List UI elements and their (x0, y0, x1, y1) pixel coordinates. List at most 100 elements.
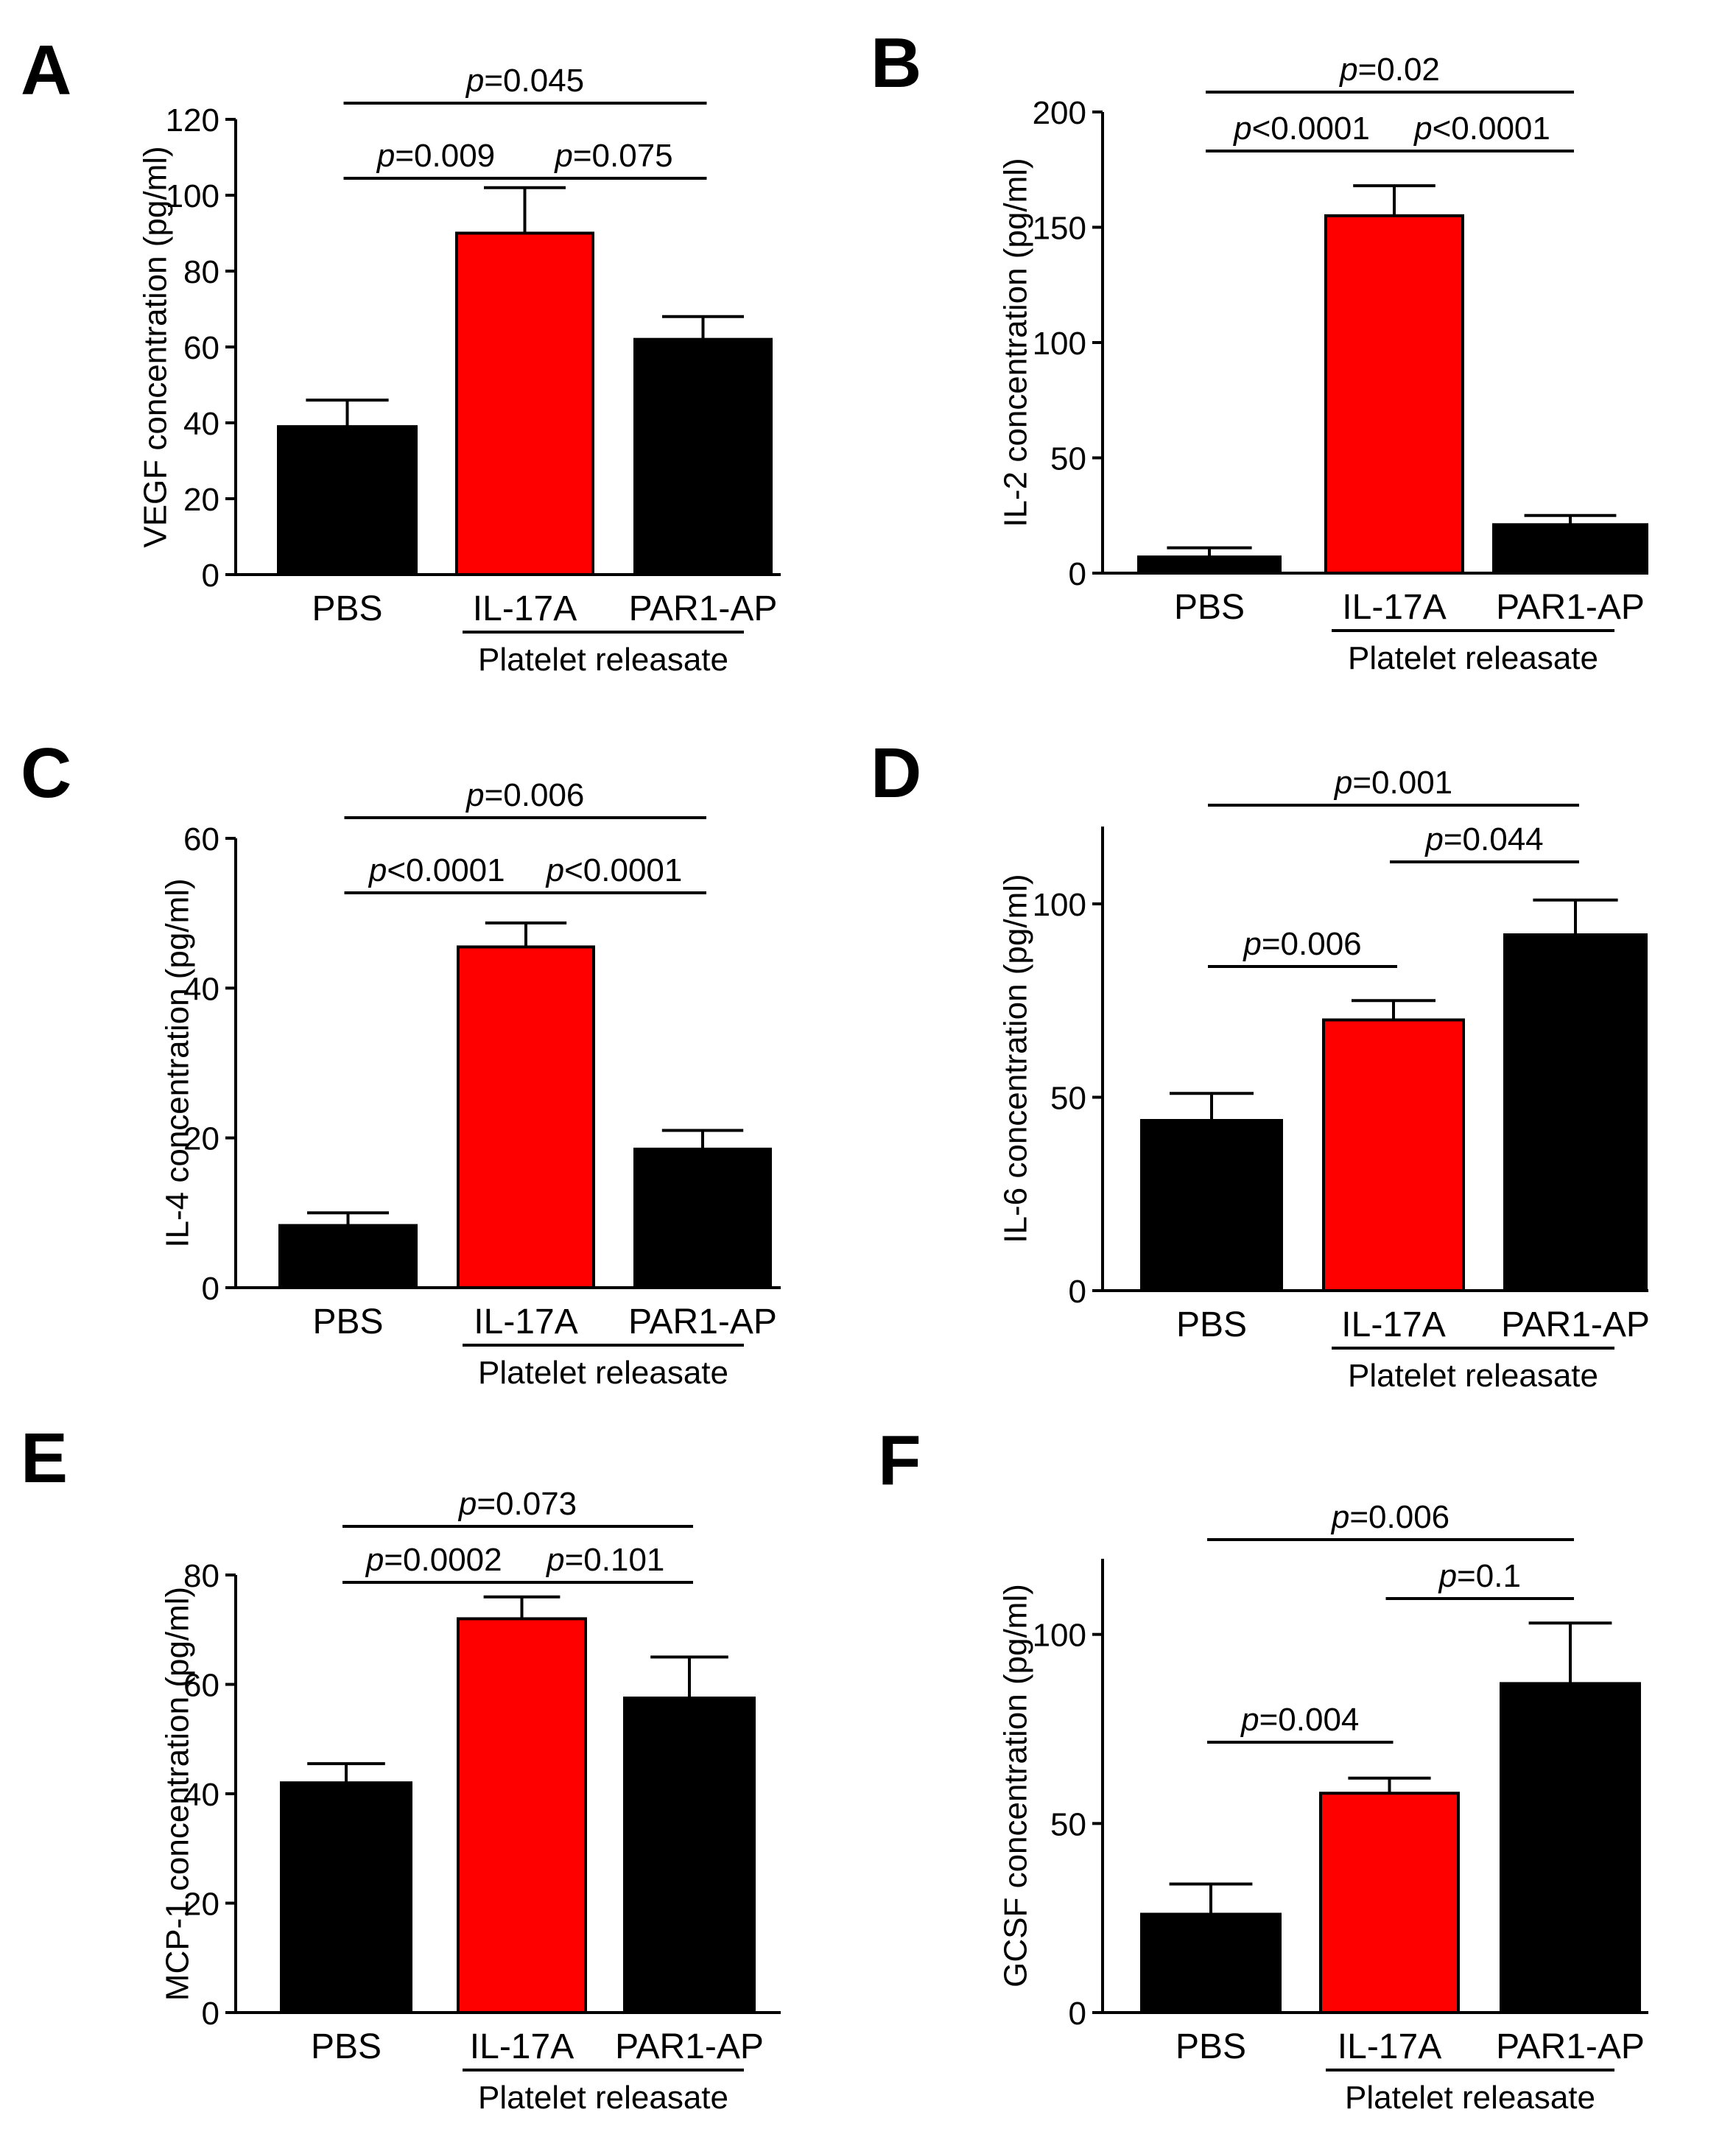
bar (278, 1224, 418, 1290)
y-tick-label: 100 (1033, 326, 1086, 362)
p-value-label: p=0.001 (1333, 765, 1452, 801)
p-value-label: p<0.0001 (1232, 110, 1370, 147)
bar (1500, 1682, 1641, 2014)
y-tick-label: 60 (183, 1668, 219, 1704)
p-value-label: p<0.0001 (1413, 110, 1550, 147)
y-tick-label: 50 (1050, 1806, 1086, 1842)
y-tick-label: 0 (1069, 556, 1086, 592)
bar (1319, 1792, 1460, 2014)
p-value-label: p=0.006 (1242, 926, 1361, 962)
bar (457, 1617, 587, 2014)
bar (277, 425, 418, 577)
x-category-label: PAR1-AP (629, 589, 778, 628)
panel-letter: F (878, 1421, 921, 1500)
x-category-label: PBS (1176, 2027, 1246, 2066)
y-tick-label: 100 (1033, 887, 1086, 923)
p-value-label: p=0.02 (1338, 52, 1440, 88)
group-label: Platelet releasate (1348, 640, 1598, 676)
bar (457, 945, 595, 1289)
panel-letter: B (871, 24, 921, 102)
y-axis-title: IL-4 concentration (pg/ml) (159, 878, 195, 1247)
p-value-label: p=0.009 (376, 138, 495, 174)
y-tick-label: 40 (183, 971, 219, 1007)
y-tick-label: 80 (183, 1558, 219, 1594)
group-label: Platelet releasate (478, 642, 728, 678)
y-tick-label: 0 (202, 1996, 219, 2032)
y-axis-title: GCSF concentration (pg/ml) (997, 1584, 1033, 1988)
x-category-label: PBS (311, 2027, 382, 2066)
y-tick-label: 40 (183, 406, 219, 442)
p-value-label: p=0.045 (465, 63, 584, 99)
p-value-label: p<0.0001 (368, 852, 505, 888)
bar (1140, 1912, 1282, 2015)
p-value-label: p=0.101 (545, 1542, 664, 1578)
x-category-label: IL-17A (473, 589, 577, 628)
y-tick-label: 80 (183, 254, 219, 290)
p-value-label: p=0.073 (457, 1486, 577, 1522)
bar (633, 337, 773, 576)
y-axis-title: VEGF concentration (pg/ml) (137, 146, 173, 547)
panel-letter: E (21, 1419, 68, 1498)
y-tick-label: 40 (183, 1777, 219, 1813)
y-tick-label: 150 (1033, 211, 1086, 247)
y-tick-label: 0 (202, 558, 219, 594)
x-category-label: IL-17A (470, 2027, 574, 2066)
bar (1137, 555, 1282, 575)
y-tick-label: 120 (166, 102, 219, 138)
bar (455, 231, 594, 576)
p-value-label: p=0.004 (1240, 1702, 1359, 1738)
group-label: Platelet releasate (1348, 1358, 1598, 1394)
y-tick-label: 50 (1050, 441, 1086, 477)
y-tick-label: 100 (1033, 1618, 1086, 1654)
panel-a: A 0 20 40 60 80 100 120 VEGF concentration (pg/m… (21, 31, 781, 678)
y-tick-label: 50 (1050, 1081, 1086, 1117)
p-value-label: p=0.006 (465, 777, 584, 813)
y-tick-label: 20 (183, 1121, 219, 1157)
x-category-label: PAR1-AP (1501, 1305, 1650, 1344)
x-category-label: PBS (1176, 1305, 1247, 1344)
x-category-label: PAR1-AP (1496, 2027, 1645, 2066)
panel-c: C 0 20 40 60 IL-4 concentration (pg/ml) PBS IL-… (21, 734, 781, 1391)
p-value-label: p=0.1 (1438, 1558, 1521, 1594)
y-axis-title: IL-2 concentration (pg/ml) (997, 158, 1033, 527)
bar (1322, 1018, 1465, 1292)
y-tick-label: 0 (1069, 1996, 1086, 2032)
x-category-label: IL-17A (474, 1302, 577, 1341)
y-tick-label: 60 (183, 330, 219, 366)
bar (280, 1781, 412, 2014)
x-category-label: PAR1-AP (628, 1302, 777, 1341)
x-category-label: IL-17A (1338, 2027, 1441, 2066)
x-category-label: PBS (312, 589, 382, 628)
bar (1324, 214, 1464, 575)
bar (1492, 523, 1648, 575)
x-category-label: PBS (1174, 588, 1245, 627)
y-axis-title: IL-6 concentration (pg/ml) (997, 874, 1033, 1243)
y-tick-label: 0 (202, 1271, 219, 1307)
group-label: Platelet releasate (478, 1355, 728, 1391)
panel-letter: C (21, 734, 71, 813)
y-tick-label: 200 (1033, 95, 1086, 131)
panel-letter: A (21, 31, 71, 110)
p-value-label: p=0.006 (1330, 1499, 1449, 1535)
x-category-label: PBS (312, 1302, 383, 1341)
y-tick-label: 60 (183, 821, 219, 857)
panel-letter: D (871, 734, 921, 813)
x-category-label: IL-17A (1341, 1305, 1445, 1344)
bar (633, 1147, 772, 1289)
y-tick-label: 0 (1069, 1274, 1086, 1310)
group-label: Platelet releasate (478, 2080, 728, 2116)
p-value-label: p=0.044 (1424, 821, 1543, 857)
p-value-label: p<0.0001 (545, 852, 683, 888)
bar (1140, 1119, 1283, 1292)
y-axis-title: MCP-1 concentration (pg/ml) (159, 1587, 195, 2001)
x-category-label: IL-17A (1342, 588, 1446, 627)
group-label: Platelet releasate (1345, 2080, 1595, 2116)
y-tick-label: 20 (183, 482, 219, 518)
bar (1503, 933, 1648, 1292)
x-category-label: PAR1-AP (615, 2027, 764, 2066)
